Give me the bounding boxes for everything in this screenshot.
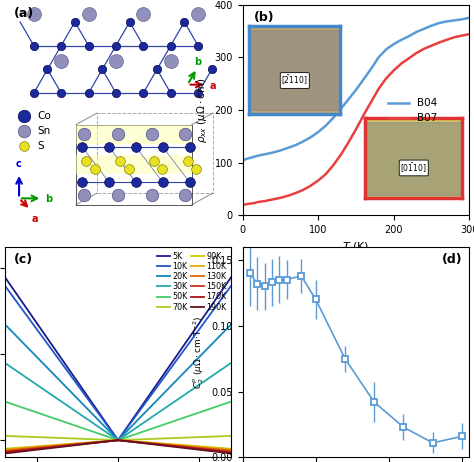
- B07: [406, 55, 412, 61]
- B07: [330, 163, 336, 168]
- B04: [406, 33, 412, 39]
- Y-axis label: $C_2^p$ ($\mu\Omega\cdot$cm$\cdot$T$^{-2}$): $C_2^p$ ($\mu\Omega\cdot$cm$\cdot$T$^{-2…: [191, 316, 206, 389]
- B07: [251, 201, 257, 206]
- Text: b: b: [194, 57, 201, 67]
- Y-axis label: $\rho_{xx}$ ($\mu\Omega\cdot$cm): $\rho_{xx}$ ($\mu\Omega\cdot$cm): [195, 77, 209, 143]
- B04: [376, 55, 382, 60]
- B04: [300, 139, 306, 144]
- B04: [399, 37, 404, 43]
- B07: [323, 171, 328, 177]
- B07: [292, 190, 298, 196]
- Legend: B04, B07: B04, B07: [384, 94, 442, 128]
- B07: [391, 67, 397, 73]
- B04: [459, 17, 465, 22]
- Legend: 5K, 10K, 20K, 30K, 50K, 70K, 90K, 110K, 130K, 150K, 170K, 190K: 5K, 10K, 20K, 30K, 50K, 70K, 90K, 110K, …: [156, 251, 228, 312]
- B04: [241, 157, 247, 163]
- Text: a: a: [210, 81, 216, 91]
- B07: [421, 46, 427, 52]
- B04: [315, 129, 321, 135]
- B04: [368, 66, 374, 72]
- Text: (b): (b): [254, 11, 274, 24]
- B04: [308, 134, 313, 140]
- B04: [330, 115, 336, 121]
- B07: [436, 40, 442, 45]
- B07: [466, 31, 472, 37]
- B07: [353, 127, 359, 132]
- B04: [428, 23, 434, 29]
- FancyBboxPatch shape: [76, 155, 192, 174]
- B07: [241, 202, 247, 207]
- B07: [338, 152, 344, 158]
- B07: [270, 197, 276, 202]
- B04: [353, 87, 359, 93]
- Text: a: a: [32, 214, 38, 224]
- Text: S: S: [37, 141, 44, 151]
- B07: [459, 33, 465, 38]
- Text: (a): (a): [14, 7, 34, 20]
- B07: [376, 86, 382, 91]
- B07: [308, 183, 313, 188]
- B04: [346, 97, 351, 102]
- B07: [300, 187, 306, 193]
- B04: [270, 150, 276, 155]
- Line: B07: B07: [244, 34, 469, 205]
- B04: [413, 29, 419, 35]
- B04: [278, 148, 283, 153]
- B07: [399, 61, 404, 67]
- B07: [247, 201, 253, 207]
- B07: [428, 43, 434, 49]
- B07: [413, 50, 419, 56]
- FancyBboxPatch shape: [76, 125, 192, 144]
- B07: [263, 198, 268, 204]
- B04: [383, 47, 389, 52]
- B07: [444, 37, 449, 43]
- Text: c: c: [16, 159, 22, 169]
- B04: [263, 152, 268, 157]
- Line: B04: B04: [244, 18, 469, 160]
- B04: [436, 20, 442, 26]
- B07: [285, 193, 291, 199]
- B04: [361, 77, 366, 82]
- B07: [244, 201, 249, 207]
- X-axis label: $T$ (K): $T$ (K): [342, 241, 370, 254]
- Text: (d): (d): [442, 253, 463, 266]
- B04: [247, 155, 253, 161]
- B04: [292, 142, 298, 148]
- B07: [383, 76, 389, 81]
- B04: [451, 18, 457, 23]
- Text: Sn: Sn: [37, 126, 50, 136]
- B04: [466, 15, 472, 20]
- B04: [444, 18, 449, 24]
- B07: [346, 140, 351, 146]
- B04: [338, 106, 344, 112]
- B04: [391, 41, 397, 47]
- B04: [421, 26, 427, 31]
- Text: (c): (c): [14, 253, 33, 266]
- Text: b: b: [46, 195, 53, 204]
- Text: Co: Co: [37, 111, 51, 121]
- B04: [244, 156, 249, 162]
- B04: [285, 145, 291, 151]
- B07: [361, 112, 366, 118]
- B07: [315, 178, 321, 183]
- B04: [255, 153, 261, 158]
- B07: [278, 195, 283, 201]
- B07: [255, 199, 261, 205]
- B07: [368, 99, 374, 105]
- B04: [251, 154, 257, 159]
- B04: [323, 123, 328, 128]
- B07: [451, 35, 457, 40]
